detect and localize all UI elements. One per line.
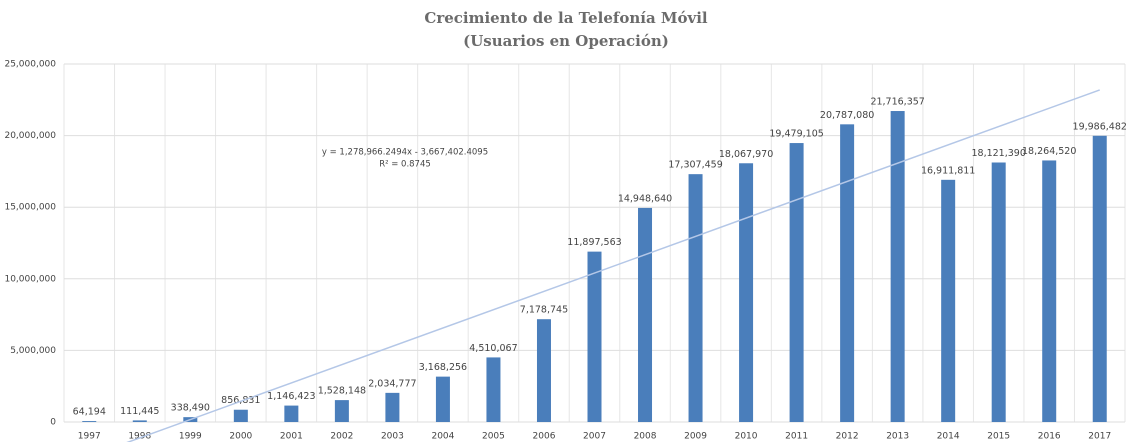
data-label: 20,787,080 — [820, 110, 874, 121]
x-tick-label: 2013 — [886, 432, 909, 442]
chart-subtitle: (Usuarios en Operación) — [463, 32, 669, 50]
data-label: 21,716,357 — [870, 97, 924, 108]
y-tick-label: 10,000,000 — [4, 274, 56, 284]
data-label: 1,146,423 — [267, 391, 315, 402]
bar — [486, 357, 501, 422]
y-tick-label: 0 — [50, 418, 56, 428]
data-label: 1,528,148 — [318, 386, 366, 397]
data-label: 111,445 — [120, 406, 159, 417]
bar — [132, 420, 147, 422]
bar — [233, 409, 248, 422]
bar — [284, 405, 299, 422]
data-label: 18,264,520 — [1022, 146, 1076, 157]
x-tick-label: 1998 — [128, 432, 151, 442]
bar — [1092, 135, 1107, 422]
bar — [789, 143, 804, 423]
bar — [334, 400, 349, 422]
x-tick-label: 1999 — [179, 432, 202, 442]
bar — [385, 392, 400, 422]
bar — [941, 179, 956, 422]
bar — [991, 162, 1006, 422]
bar — [688, 174, 703, 422]
x-tick-label: 2017 — [1088, 432, 1111, 442]
data-label: 4,510,067 — [469, 343, 517, 354]
x-tick-label: 2009 — [684, 432, 707, 442]
x-tick-label: 2000 — [229, 432, 252, 442]
data-label: 18,067,970 — [719, 149, 773, 160]
bar — [890, 111, 905, 423]
trendline-r2: R² = 0.8745 — [379, 160, 431, 170]
trendline — [126, 89, 1100, 442]
x-tick-label: 2010 — [735, 432, 758, 442]
x-tick-label: 2004 — [431, 432, 454, 442]
x-tick-label: 2015 — [987, 432, 1010, 442]
y-tick-label: 5,000,000 — [10, 346, 56, 356]
trendline-equation: y = 1,278,966.2494x - 3,667,402.4095 — [322, 148, 488, 158]
data-label: 16,911,811 — [921, 165, 975, 176]
data-label: 3,168,256 — [419, 362, 467, 373]
x-tick-label: 2002 — [330, 432, 353, 442]
bar — [739, 163, 754, 422]
x-tick-label: 2011 — [785, 432, 808, 442]
data-label: 338,490 — [171, 403, 210, 414]
bar — [82, 421, 97, 422]
x-tick-label: 2016 — [1038, 432, 1061, 442]
data-label: 19,479,105 — [769, 129, 823, 140]
x-tick-label: 2012 — [836, 432, 859, 442]
data-label: 64,194 — [73, 407, 106, 418]
x-tick-label: 1997 — [78, 432, 101, 442]
bar — [638, 207, 653, 422]
bar — [1042, 160, 1057, 422]
data-label: 18,121,390 — [971, 148, 1025, 159]
data-label: 14,948,640 — [618, 193, 672, 204]
x-tick-label: 2014 — [937, 432, 960, 442]
bar — [435, 376, 450, 422]
y-tick-label: 15,000,000 — [4, 203, 56, 213]
y-tick-label: 20,000,000 — [4, 131, 56, 141]
chart-title: Crecimiento de la Telefonía Móvil — [424, 9, 708, 27]
x-tick-label: 2006 — [533, 432, 556, 442]
x-tick-label: 2001 — [280, 432, 303, 442]
data-label: 19,986,482 — [1073, 121, 1127, 132]
bar — [536, 319, 551, 422]
x-tick-label: 2007 — [583, 432, 606, 442]
x-tick-label: 2008 — [634, 432, 657, 442]
data-label: 11,897,563 — [567, 237, 621, 248]
x-tick-label: 2005 — [482, 432, 505, 442]
data-label: 2,034,777 — [368, 378, 416, 389]
y-tick-label: 25,000,000 — [4, 60, 56, 70]
data-label: 7,178,745 — [520, 305, 568, 316]
bar — [587, 251, 602, 422]
bar — [840, 124, 855, 423]
x-tick-label: 2003 — [381, 432, 404, 442]
data-label: 17,307,459 — [668, 160, 722, 171]
